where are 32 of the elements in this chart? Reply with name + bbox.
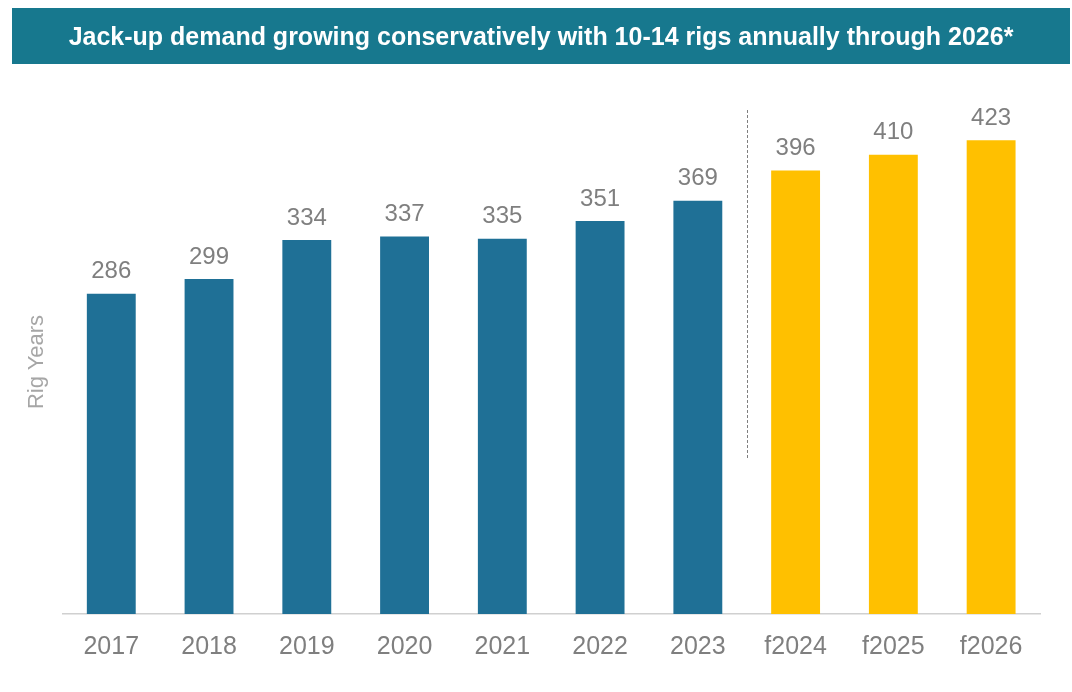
x-tick-label: 2022: [572, 630, 628, 659]
bar: [184, 279, 234, 614]
chart-title: Jack-up demand growing conservatively with 10-14 rigs annually through 2026*: [12, 8, 1070, 64]
x-tick-label: 2021: [474, 630, 531, 659]
x-tick-label: 2017: [83, 630, 140, 659]
data-label: 299: [189, 241, 230, 269]
x-tick-label: 2020: [376, 630, 433, 659]
bar: [575, 220, 625, 614]
data-label: 351: [580, 183, 621, 211]
x-tick-label: 2023: [670, 630, 726, 659]
bar: [380, 236, 429, 614]
x-tick-label: f2026: [959, 630, 1023, 659]
y-axis-title: Rig Years: [23, 314, 49, 410]
bar: [86, 293, 136, 614]
data-label: 369: [677, 163, 718, 191]
x-tick-label: f2025: [862, 630, 925, 659]
x-tick-label: 2019: [278, 630, 335, 659]
x-tick-label: f2024: [764, 630, 827, 659]
bar: [282, 239, 332, 614]
data-label: 396: [775, 133, 816, 161]
data-label: 335: [482, 201, 523, 229]
bar: [673, 200, 723, 614]
bar: [868, 154, 918, 614]
x-tick-label: 2018: [181, 630, 237, 659]
bar: [477, 238, 527, 614]
data-label: 423: [971, 102, 1012, 130]
bar: [966, 140, 1016, 614]
data-label: 334: [286, 202, 327, 230]
data-label: 410: [873, 117, 914, 145]
bar: [771, 170, 821, 614]
data-label: 286: [91, 256, 132, 284]
data-label: 337: [384, 199, 425, 227]
